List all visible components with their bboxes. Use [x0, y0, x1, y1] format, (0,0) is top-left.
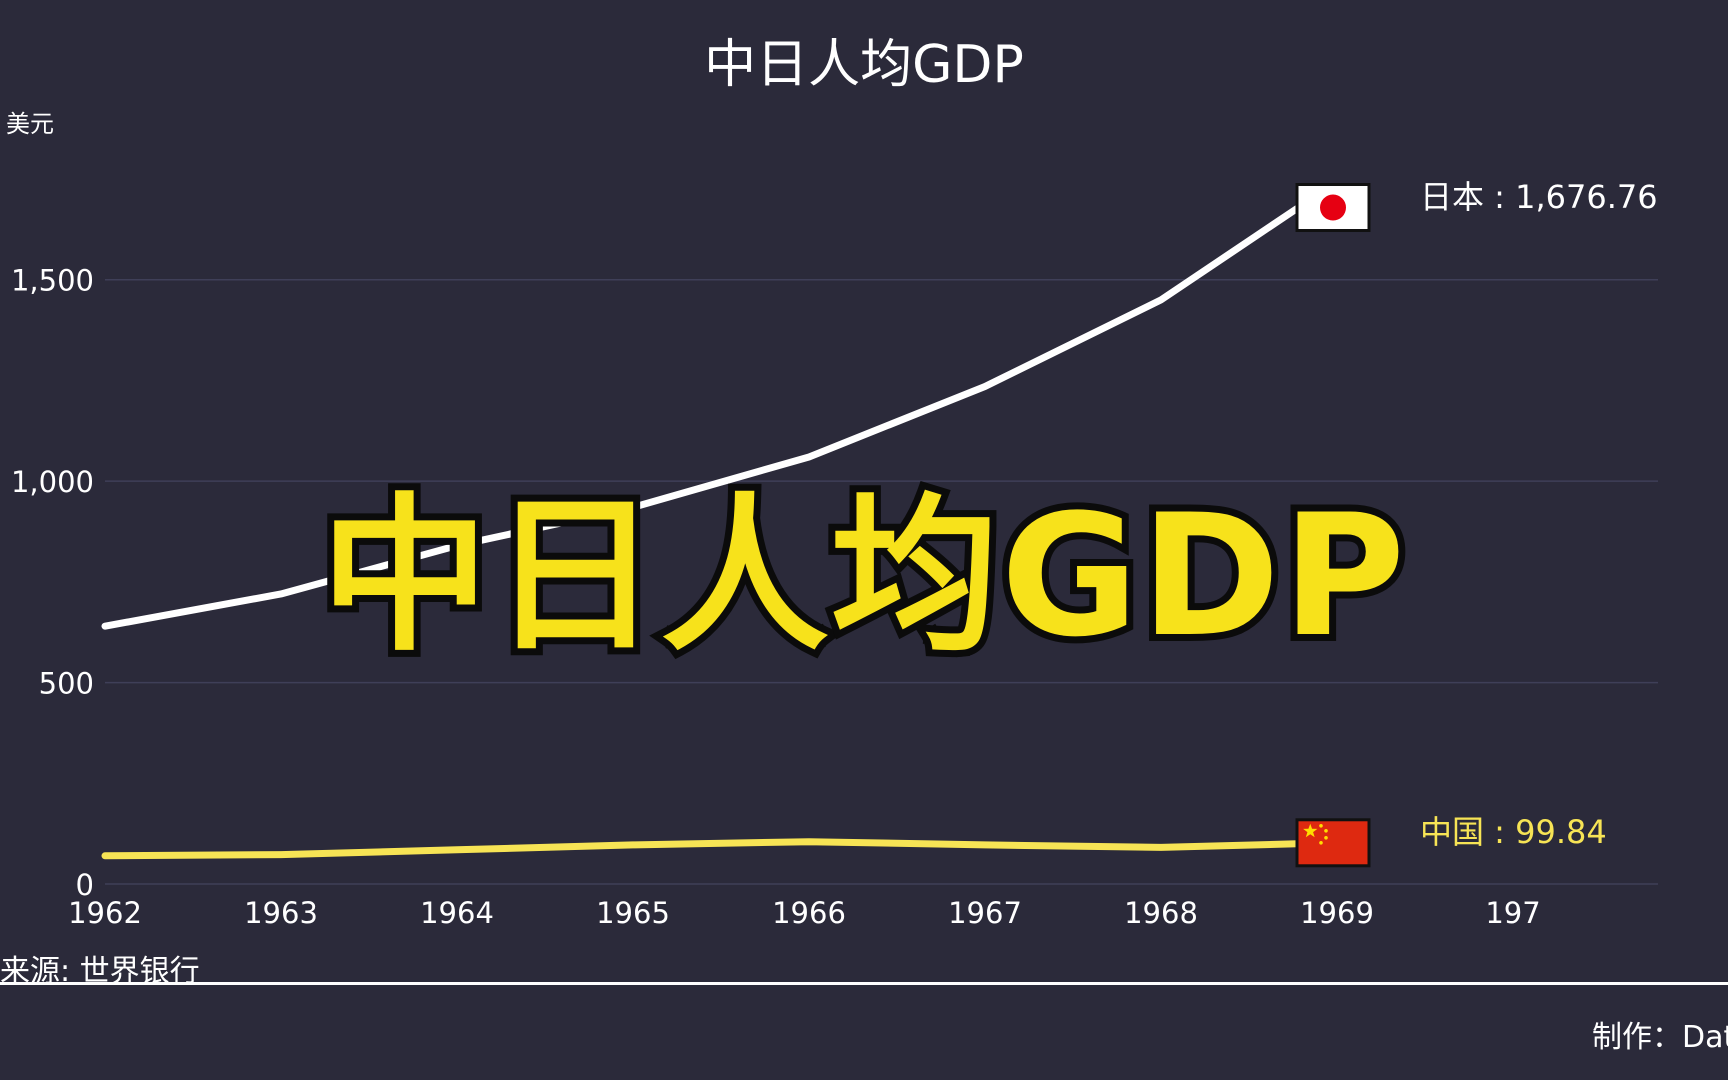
x-tick-label: 1969 — [1300, 896, 1374, 930]
x-tick-label: 1965 — [596, 896, 670, 930]
series-lines — [101, 205, 1301, 860]
flag-disc — [1320, 194, 1346, 221]
y-tick-label: 1,000 — [11, 465, 94, 499]
x-tick-label: 1966 — [772, 896, 846, 930]
y-axis-unit: 美元 — [6, 110, 54, 138]
series-end-label: 日本 : 1,676.76 — [1420, 177, 1658, 216]
series-flags — [1295, 183, 1371, 868]
y-axis-ticks: 0 500 1,000 1,500 — [11, 264, 94, 902]
credit-note: 制作：Dat — [1592, 1020, 1728, 1055]
series-line — [101, 838, 1301, 860]
x-tick-label: 1962 — [68, 896, 142, 930]
japan-flag-icon — [1295, 183, 1371, 233]
x-tick-label: 1963 — [244, 896, 318, 930]
gridlines — [105, 278, 1658, 885]
flag-small-star — [1324, 828, 1328, 833]
y-tick-label: 1,500 — [11, 264, 94, 298]
flag-small-star — [1319, 840, 1323, 845]
y-tick-label: 500 — [39, 667, 94, 701]
china-flag-icon — [1295, 818, 1371, 868]
flag-small-star — [1324, 835, 1328, 840]
divider — [0, 982, 1728, 985]
overlay-title: 中日人均GDP — [314, 471, 1412, 681]
chart-title: 中日人均GDP — [704, 35, 1024, 95]
flag-small-star — [1319, 823, 1323, 828]
y-tick-label: 0 — [76, 868, 94, 902]
x-tick-label: 1968 — [1124, 896, 1198, 930]
flag-star — [1303, 823, 1318, 838]
flag-field — [1295, 818, 1371, 868]
x-tick-label: 1964 — [420, 896, 494, 930]
series-line — [101, 205, 1301, 630]
series-end-label: 中国 : 99.84 — [1420, 812, 1607, 851]
x-tick-label: 197 — [1485, 896, 1540, 930]
x-tick-label: 1967 — [948, 896, 1022, 930]
x-axis-ticks: 1962 1963 1964 1965 1966 1967 1968 1969 197 — [68, 896, 1541, 930]
